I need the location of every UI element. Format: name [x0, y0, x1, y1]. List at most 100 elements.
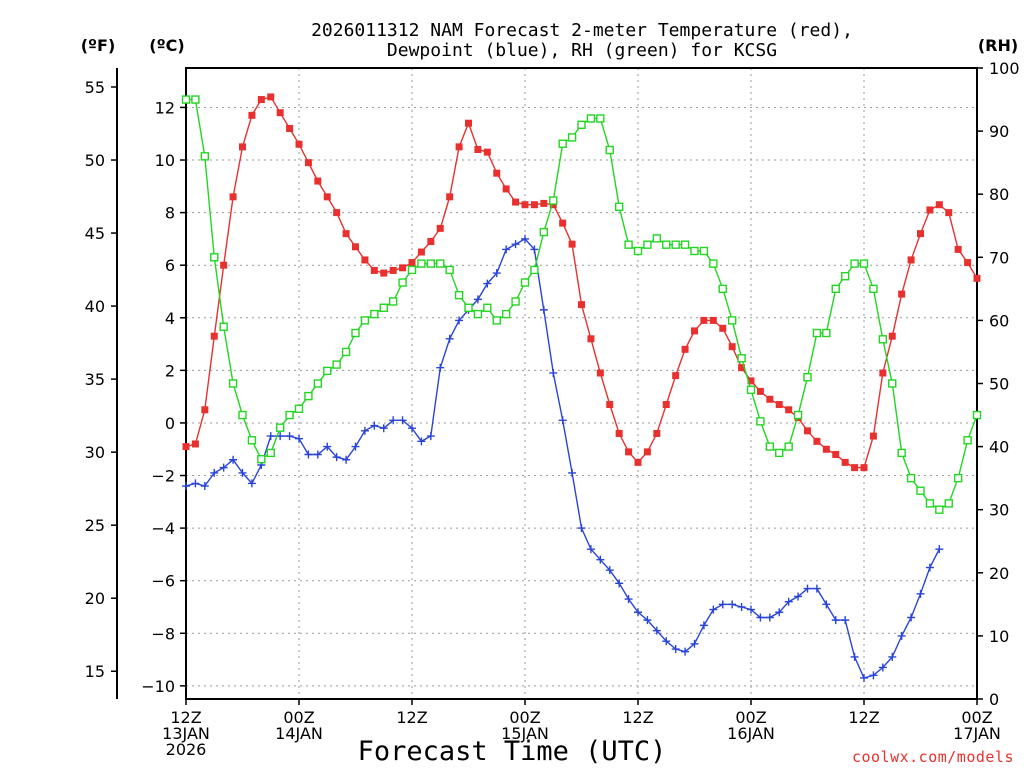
temperature-point — [625, 448, 633, 456]
celsius-tick-label: −4 — [151, 519, 175, 538]
dewpoint-point — [860, 673, 868, 682]
rh-point — [370, 309, 379, 319]
temperature-point — [446, 193, 454, 201]
celsius-tick-label: −10 — [141, 677, 175, 696]
temperature-point — [728, 343, 736, 351]
dewpoint-point — [935, 545, 944, 554]
rh-point — [652, 234, 662, 243]
rh-point — [953, 473, 963, 483]
celsius-tick-label: −6 — [151, 572, 175, 591]
dewpoint-point — [605, 566, 614, 575]
temperature-point — [380, 269, 388, 277]
credit-text: coolwx.com/models — [852, 748, 1014, 766]
rh-point — [643, 240, 652, 249]
rh-point — [511, 297, 520, 306]
dewpoint-point — [888, 652, 897, 661]
rh-point — [671, 240, 680, 249]
rh-tick-label: 60 — [989, 311, 1009, 330]
dewpoint-point — [492, 269, 501, 278]
rh-point — [624, 240, 633, 249]
rh-point — [379, 303, 388, 312]
celsius-tick-label: −2 — [151, 467, 175, 486]
dewpoint-point — [398, 416, 407, 425]
temperature-point — [954, 245, 962, 253]
temperature-point — [191, 440, 199, 448]
temperature-point — [860, 464, 868, 472]
celsius-tick-label: −8 — [151, 624, 175, 643]
dewpoint-point — [747, 605, 755, 614]
dewpoint-point — [436, 363, 445, 372]
temperature-point — [521, 201, 529, 209]
celsius-tick-label: 6 — [165, 256, 175, 275]
dewpoint-point — [718, 600, 727, 609]
rh-point — [775, 448, 784, 458]
dewpoint-point — [266, 432, 275, 441]
fahrenheit-tick-label: 25 — [85, 516, 105, 535]
rh-point — [407, 265, 417, 275]
temperature-point — [333, 209, 341, 217]
dewpoint-point — [295, 434, 303, 443]
dewpoint-point — [200, 482, 209, 491]
temperature-point — [719, 324, 727, 332]
dewpoint-point — [869, 671, 878, 680]
x-tick-label: 12Z — [396, 708, 427, 727]
rh-point — [577, 120, 586, 129]
dewpoint-point — [502, 245, 511, 254]
temperature-point — [276, 109, 284, 117]
temperature-point — [841, 458, 849, 466]
celsius-unit-label: (ºC) — [149, 36, 184, 55]
dewpoint-point — [549, 368, 558, 377]
temperature-point — [427, 238, 435, 246]
dewpoint-point — [417, 437, 426, 446]
dewpoint-point — [634, 608, 642, 617]
dewpoint-point — [803, 584, 812, 593]
temperature-point — [785, 406, 793, 414]
temperature-point — [568, 240, 576, 248]
rh-point — [756, 417, 765, 426]
x-tick-label: 00Z — [735, 708, 766, 727]
temperature-point — [295, 140, 303, 148]
temperature-point — [634, 458, 642, 466]
x-tick-label: 2026 — [166, 740, 207, 759]
dewpoint-point — [709, 605, 718, 614]
rh-point — [822, 328, 831, 338]
rh-tick-label: 40 — [989, 438, 1009, 457]
rh-point — [313, 379, 323, 388]
fahrenheit-tick-label: 45 — [85, 224, 105, 243]
temperature-point — [342, 230, 350, 238]
rh-point — [709, 259, 718, 268]
rh-point — [699, 246, 709, 256]
temperature-point — [804, 427, 811, 435]
dewpoint-point — [756, 613, 765, 622]
temperature-point — [615, 429, 623, 437]
dewpoint-point — [728, 600, 737, 609]
rh-point — [935, 505, 944, 514]
dewpoint-point — [586, 545, 595, 554]
temperature-point — [935, 201, 943, 209]
rh-tick-label: 50 — [989, 375, 1009, 394]
rh-tick-label: 10 — [989, 627, 1009, 646]
rh-point — [285, 410, 294, 420]
dewpoint-point — [210, 468, 219, 477]
dewpoint-point — [389, 416, 398, 425]
rh-point — [483, 303, 492, 312]
rh-point — [944, 499, 953, 508]
rh-point — [266, 448, 275, 458]
x-tick-label: 17JAN — [953, 724, 1001, 743]
dewpoint-point — [219, 463, 228, 472]
dewpoint-point — [342, 455, 351, 464]
dewpoint-point — [615, 579, 624, 588]
rh-point — [436, 259, 445, 268]
dewpoint-point — [521, 234, 529, 243]
temperature-point — [945, 209, 953, 217]
rh-point — [888, 379, 897, 388]
rh-point — [727, 316, 737, 325]
rh-point — [219, 322, 228, 331]
rh-point — [690, 246, 699, 256]
temperature-point — [257, 96, 265, 104]
dewpoint-point — [822, 600, 831, 609]
series-dewpoint — [182, 234, 944, 682]
rh-tick-label: 0 — [989, 690, 999, 709]
rh-point — [275, 423, 285, 432]
temperature-point — [455, 143, 463, 151]
